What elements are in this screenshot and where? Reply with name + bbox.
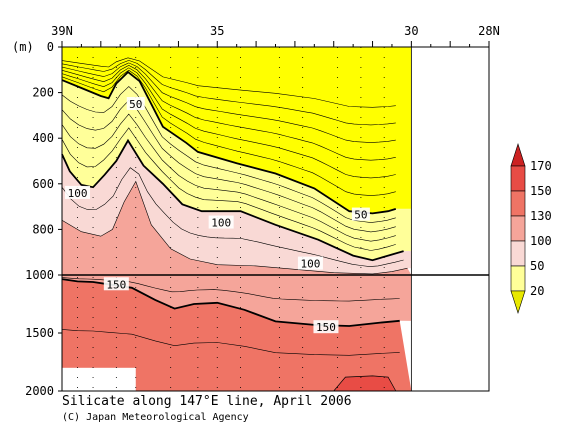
contour-thin <box>61 329 400 356</box>
y-tick-label: 1000 <box>25 268 54 282</box>
x-tick-label: 30 <box>404 24 418 38</box>
contour-thin <box>61 113 396 242</box>
y-tick-label: 0 <box>47 40 54 54</box>
colorbar-label: 50 <box>530 259 544 273</box>
contour-thin <box>61 99 396 233</box>
contour-label-bg <box>126 97 145 110</box>
band-130-150-lower <box>62 275 412 326</box>
band-20-50 <box>62 47 412 214</box>
colorbar-label: 170 <box>530 159 552 173</box>
colorbar-label: 20 <box>530 284 544 298</box>
y-tick-label: 2000 <box>25 384 54 398</box>
colorbar-segment <box>510 215 526 242</box>
colorbar-segment <box>510 265 526 292</box>
figure-caption: Silicate along 147°E line, April 2006 <box>62 394 352 409</box>
contour-label-bg <box>351 207 370 221</box>
axis-labels: 39N 35 30 28N (m) 0 200 400 600 800 1000 1500 2000 <box>12 24 500 398</box>
colorbar-label: 100 <box>530 234 552 248</box>
contour-label: 50 <box>129 98 142 111</box>
colorbar-label: 150 <box>530 184 552 198</box>
contour-label-bg <box>103 277 129 291</box>
contour-130 <box>61 180 408 275</box>
x-tick-label: 35 <box>210 24 224 38</box>
contour-label: 100 <box>68 187 88 200</box>
colorbar-segment <box>510 165 526 192</box>
y-tick-label: 600 <box>32 177 54 191</box>
band-150-170 <box>62 279 412 391</box>
contour-label: 150 <box>316 321 336 334</box>
y-tick-label: 400 <box>32 131 54 145</box>
colorbar: 170 150 130 100 50 20 <box>510 143 552 314</box>
contour-thin <box>61 60 396 126</box>
contour-thin <box>61 86 396 223</box>
colorbar-segment <box>510 190 526 217</box>
copyright-credit: (C) Japan Meteorological Agency <box>62 412 249 423</box>
y-tick-label: 1500 <box>25 326 54 340</box>
contour-label: 100 <box>300 258 320 271</box>
contour-thin <box>61 67 396 179</box>
contour-label-bg <box>313 320 339 334</box>
contour-value-labels: 50 100 100 50 100 150 150 <box>65 97 370 334</box>
contour-label-bg <box>208 215 234 229</box>
contour-label: 50 <box>354 209 367 222</box>
plot-frame <box>61 41 490 392</box>
band-50-100 <box>62 72 412 261</box>
contour-20 <box>61 57 396 108</box>
contour-thin <box>61 62 396 143</box>
concentration-fills <box>62 47 412 391</box>
band-130-150-upper <box>62 181 412 275</box>
x-tick-label: 28N <box>478 24 500 38</box>
contour-thin <box>61 167 404 267</box>
contour-thin <box>61 127 396 251</box>
colorbar-segment <box>510 240 526 267</box>
colorbar-label: 130 <box>530 209 552 223</box>
contour-lines <box>61 57 408 392</box>
colorbar-arrow-bottom <box>510 290 526 314</box>
contour-bold-c100 <box>61 138 404 262</box>
contour-thin <box>61 64 396 161</box>
colorbar-arrow-top <box>510 143 526 167</box>
contour-170 <box>333 375 397 392</box>
contour-label-bg <box>65 185 91 199</box>
band-100-130 <box>62 140 412 274</box>
contour-label: 100 <box>211 217 231 230</box>
band-above-170 <box>333 375 396 391</box>
y-unit-label: (m) <box>12 40 34 54</box>
contour-label: 150 <box>106 278 126 291</box>
contour-thin <box>61 69 396 196</box>
y-tick-label: 200 <box>32 86 54 100</box>
contour-label-bg <box>297 256 323 270</box>
x-tick-label: 39N <box>51 24 73 38</box>
y-tick-label: 800 <box>32 222 54 236</box>
missing-data-area <box>62 367 136 391</box>
